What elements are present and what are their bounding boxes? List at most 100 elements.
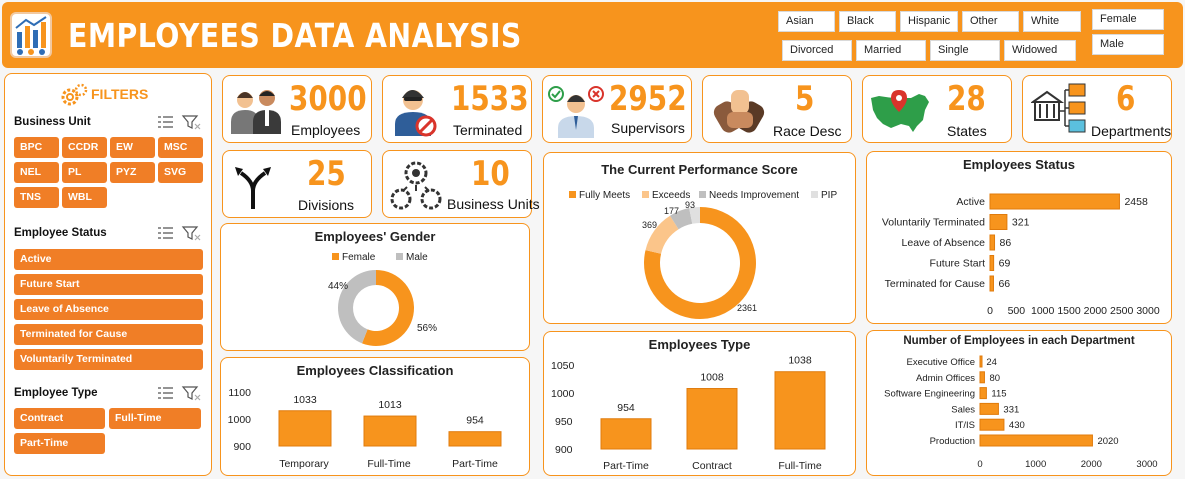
status-xtick: 2500 xyxy=(1110,305,1134,317)
business-units-gears-icon xyxy=(390,161,442,210)
classification-chart-card: Employees Classification 1100 1000 900 1… xyxy=(220,357,530,476)
multi-select-icon[interactable] xyxy=(158,387,173,399)
status-bar xyxy=(989,255,995,271)
kpi-business-units-card: 10 Business Units xyxy=(382,150,540,218)
status-xtick: 500 xyxy=(1008,305,1026,317)
type-ytick: 900 xyxy=(555,444,573,456)
classification-xlabel: Full-Time xyxy=(367,458,411,470)
slicer-marital-widowed[interactable]: Widowed xyxy=(1004,40,1076,61)
type-contract-button[interactable]: Contract xyxy=(14,408,105,429)
department-category-label: Executive Office xyxy=(907,357,975,368)
status-xtick: 1000 xyxy=(1031,305,1055,317)
status-bar xyxy=(989,193,1120,210)
kpi-race-label: Race Desc xyxy=(773,123,842,139)
kpi-departments-value: 6 xyxy=(1116,79,1136,119)
department-xtick: 0 xyxy=(977,459,982,470)
employee-type-label: Employee Type xyxy=(14,387,98,399)
status-future-start-button[interactable]: Future Start xyxy=(14,274,203,295)
kpi-departments-card: 6 Departments xyxy=(1022,75,1172,143)
status-value-label: 69 xyxy=(999,258,1011,270)
kpi-employees-value: 3000 xyxy=(289,79,367,119)
slicer-marital-married[interactable]: Married xyxy=(856,40,926,61)
clear-filter-icon[interactable] xyxy=(181,386,201,401)
gender-male-pct: 44% xyxy=(328,281,348,292)
clear-filter-icon[interactable] xyxy=(181,115,201,130)
department-category-label: Admin Offices xyxy=(916,373,975,384)
classification-value: 954 xyxy=(466,415,484,427)
type-full-time-button[interactable]: Full-Time xyxy=(109,408,201,429)
classification-value: 1033 xyxy=(293,394,317,406)
type-xlabel: Contract xyxy=(692,460,732,472)
legend-exceeds-swatch xyxy=(642,191,649,198)
multi-select-icon[interactable] xyxy=(158,227,173,239)
status-active-button[interactable]: Active xyxy=(14,249,203,270)
kpi-terminated-card: 1533 Terminated xyxy=(382,75,532,143)
performance-exceeds-value: 369 xyxy=(642,220,657,230)
department-bar xyxy=(979,402,999,415)
filters-panel: FILTERS Business Unit BPC CCDR EW MSC NE… xyxy=(4,73,212,476)
kpi-supervisors-value: 2952 xyxy=(609,79,687,119)
department-bar xyxy=(979,418,1005,431)
type-value: 1008 xyxy=(700,372,724,384)
slicer-race-black[interactable]: Black xyxy=(839,11,896,32)
slicer-gender-male[interactable]: Male xyxy=(1092,34,1164,55)
slicer-race-hispanic[interactable]: Hispanic xyxy=(900,11,958,32)
classification-xlabel: Temporary xyxy=(279,458,329,470)
status-bar xyxy=(989,214,1008,230)
bu-svg-button[interactable]: SVG xyxy=(158,162,203,183)
bu-wbl-button[interactable]: WBL xyxy=(62,187,107,208)
status-category-label: Leave of Absence xyxy=(902,237,986,249)
dashboard-logo-icon xyxy=(10,12,52,58)
department-category-label: IT/IS xyxy=(955,420,975,431)
slicer-marital-divorced[interactable]: Divorced xyxy=(782,40,852,61)
status-chart-card: Employees Status Active 2458 Voluntarily T… xyxy=(866,151,1172,324)
performance-exceeds-slice xyxy=(645,215,679,254)
status-category-label: Voluntarily Terminated xyxy=(882,217,985,229)
type-chart-card: Employees Type 1050 1000 950 900 954 100… xyxy=(543,331,856,476)
slicer-race-other[interactable]: Other xyxy=(962,11,1019,32)
department-chart: Executive Office 24 Admin Offices 80 Softwar… xyxy=(884,355,1158,470)
bu-pl-button[interactable]: PL xyxy=(62,162,107,183)
department-category-label: Production xyxy=(930,436,975,447)
gender-male-slice xyxy=(338,270,376,344)
performance-needs-improvement-value: 177 xyxy=(664,206,679,216)
bu-nel-button[interactable]: NEL xyxy=(14,162,59,183)
slicer-gender-female[interactable]: Female xyxy=(1092,9,1164,30)
status-leave-of-absence-button[interactable]: Leave of Absence xyxy=(14,299,203,320)
bu-msc-button[interactable]: MSC xyxy=(158,137,203,158)
type-part-time-button[interactable]: Part-Time xyxy=(14,433,105,454)
gears-icon xyxy=(61,83,88,106)
slicer-marital-single[interactable]: Single xyxy=(930,40,1000,61)
status-voluntarily-terminated-button[interactable]: Voluntarily Terminated xyxy=(14,349,203,370)
type-value: 1038 xyxy=(788,355,812,367)
performance-pip-value: 93 xyxy=(685,200,695,210)
classification-value: 1013 xyxy=(378,399,402,411)
bu-bpc-button[interactable]: BPC xyxy=(14,137,59,158)
type-bar-part-time xyxy=(600,418,652,450)
type-bar-full-time xyxy=(774,371,826,450)
department-category-label: Sales xyxy=(951,404,975,415)
status-bar xyxy=(989,275,994,292)
bu-ew-button[interactable]: EW xyxy=(110,137,155,158)
legend-female-swatch xyxy=(332,253,339,260)
gender-chart-title: Employees' Gender xyxy=(314,229,436,244)
bu-pyz-button[interactable]: PYZ xyxy=(110,162,155,183)
bu-ccdr-button[interactable]: CCDR xyxy=(62,137,107,158)
kpi-divisions-card: 25 Divisions xyxy=(222,150,372,218)
clear-filter-icon[interactable] xyxy=(181,226,201,241)
performance-fully-meets-value: 2361 xyxy=(737,303,757,313)
classification-chart: 1100 1000 900 1033 1013 954 Temporary Fu… xyxy=(228,387,502,470)
department-value-label: 80 xyxy=(989,373,1000,384)
status-terminated-for-cause-button[interactable]: Terminated for Cause xyxy=(14,324,203,345)
slicer-race-white[interactable]: White xyxy=(1023,11,1081,32)
departments-icon xyxy=(1031,83,1086,133)
bu-tns-button[interactable]: TNS xyxy=(14,187,59,208)
slicer-race-asian[interactable]: Asian xyxy=(778,11,835,32)
kpi-race-value: 5 xyxy=(795,79,815,119)
classification-ytick: 1000 xyxy=(228,414,252,426)
status-xtick: 3000 xyxy=(1136,305,1160,317)
multi-select-icon[interactable] xyxy=(158,116,173,128)
kpi-divisions-value: 25 xyxy=(307,154,346,194)
status-category-label: Active xyxy=(956,196,985,208)
department-category-label: Software Engineering xyxy=(884,389,975,400)
